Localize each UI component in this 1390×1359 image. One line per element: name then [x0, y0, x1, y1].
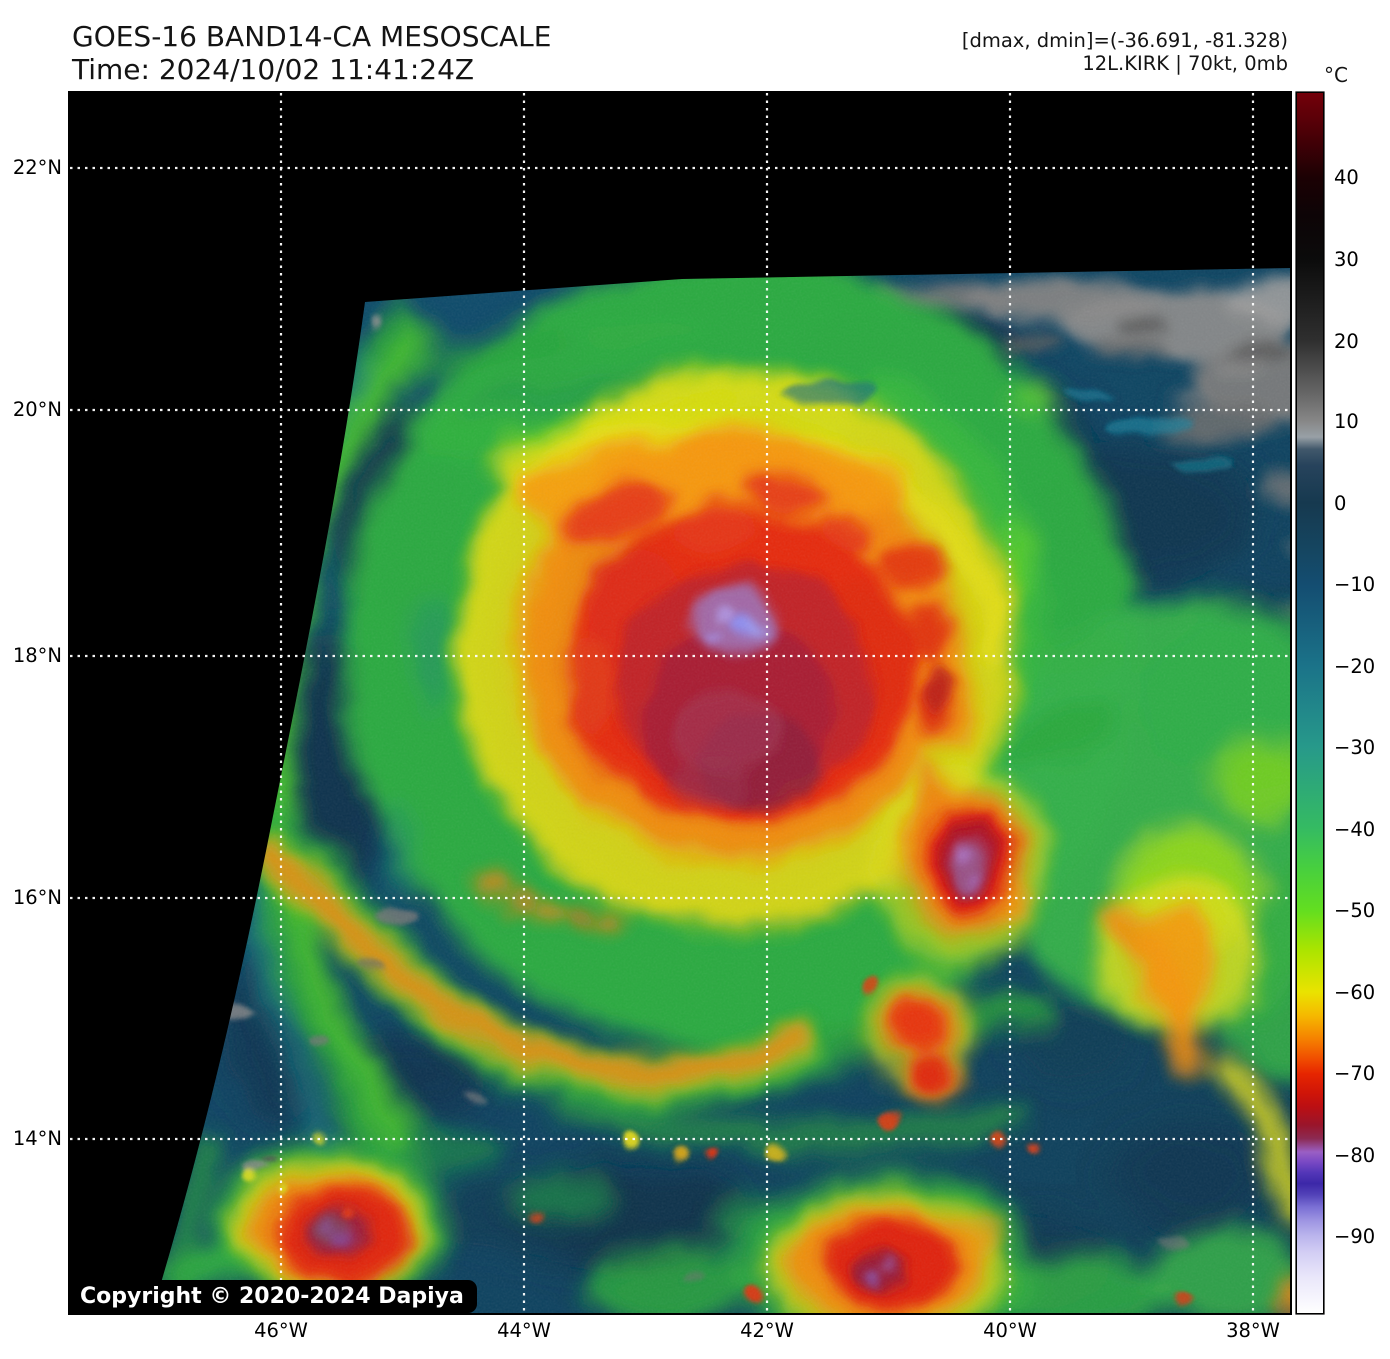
- colorbar-tick: −40: [1334, 818, 1376, 841]
- satellite-image: [65, 88, 1295, 1318]
- map-canvas: [65, 88, 1295, 1318]
- x-axis-tick-label: 44°W: [497, 1319, 551, 1342]
- storm-annotation: 12L.KIRK | 70kt, 0mb: [1082, 52, 1288, 75]
- colorbar-tick: 40: [1334, 166, 1359, 189]
- y-axis-tick-label: 22°N: [12, 156, 62, 179]
- dmax-dmin-annotation: [dmax, dmin]=(-36.691, -81.328): [961, 29, 1288, 52]
- colorbar-tick: −10: [1334, 573, 1376, 596]
- colorbar-tick: −80: [1334, 1144, 1376, 1167]
- colorbar-tick: −70: [1334, 1062, 1376, 1085]
- colorbar-tick: 30: [1334, 248, 1359, 271]
- colorbar-tick: 0: [1334, 492, 1347, 515]
- page-title: GOES-16 BAND14-CA MESOSCALE: [72, 20, 552, 53]
- colorbar-tick: −50: [1334, 899, 1376, 922]
- y-axis-tick-label: 20°N: [12, 398, 62, 421]
- graticule-gridlines: [70, 93, 1290, 1313]
- colorbar-unit: °C: [1324, 63, 1348, 87]
- colorbar-tick: −30: [1334, 736, 1376, 759]
- x-axis-tick-label: 38°W: [1226, 1319, 1280, 1342]
- x-axis-tick-label: 46°W: [254, 1319, 308, 1342]
- timestamp: Time: 2024/10/02 11:41:24Z: [72, 53, 475, 86]
- y-axis-tick-label: 16°N: [12, 886, 62, 909]
- colorbar-tick: 10: [1334, 410, 1359, 433]
- y-axis-tick-label: 18°N: [12, 644, 62, 667]
- colorbar-tick: −60: [1334, 981, 1376, 1004]
- colorbar-tick: 20: [1334, 330, 1359, 353]
- colorbar-tick: −20: [1334, 655, 1376, 678]
- x-axis-tick-label: 42°W: [740, 1319, 794, 1342]
- y-axis-tick-label: 14°N: [12, 1127, 62, 1150]
- colorbar: [1297, 93, 1323, 1313]
- colorbar-tick: −90: [1334, 1225, 1376, 1248]
- x-axis-tick-label: 40°W: [983, 1319, 1037, 1342]
- scan-swath: [152, 268, 1290, 1313]
- copyright-badge: Copyright © 2020-2024 Dapiya: [70, 1280, 477, 1313]
